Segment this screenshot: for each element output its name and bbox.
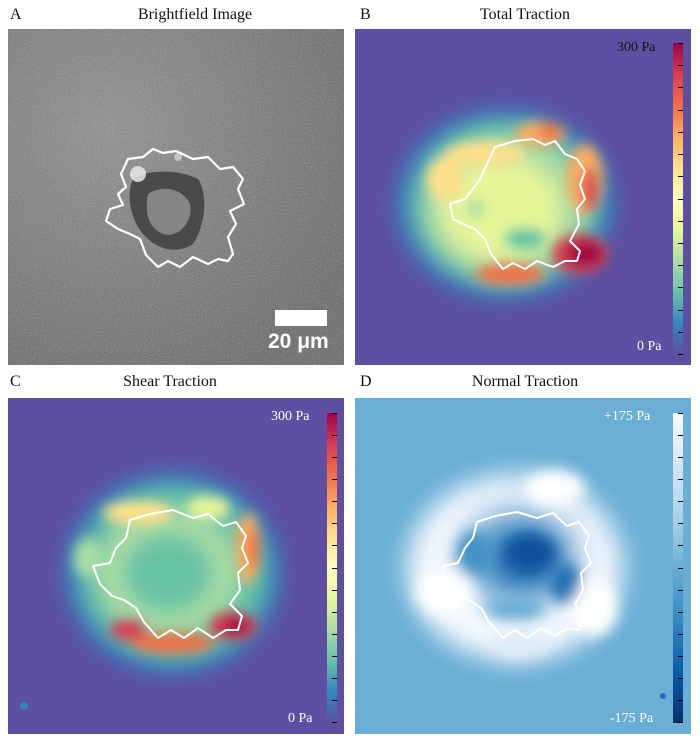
panel-b-title: Total Traction (480, 6, 570, 23)
colorbar-tick (678, 479, 683, 480)
normal-traction-map (355, 398, 691, 734)
colorbar-tick (678, 43, 683, 44)
shear-traction-colorbar (327, 413, 337, 723)
panel-c-title: Shear Traction (123, 373, 217, 390)
panel-b-letter: B (360, 6, 371, 23)
colorbar-tick (332, 700, 337, 701)
colorbar-tick (678, 568, 683, 569)
panel-d-title: Normal Traction (471, 373, 579, 390)
scale-bar-label: 20 μm (268, 330, 329, 353)
shear-traction-min-label: 0 Pa (288, 711, 313, 726)
colorbar-tick (678, 354, 683, 355)
colorbar-tick (332, 678, 337, 679)
colorbar-tick (678, 700, 683, 701)
total-traction-max-label: 300 Pa (617, 40, 656, 55)
normal-traction-colorbar (673, 413, 683, 723)
total-traction-min-label: 0 Pa (637, 339, 662, 354)
colorbar-tick (678, 199, 683, 200)
colorbar-tick (332, 612, 337, 613)
shear-traction-max-label: 300 Pa (271, 409, 310, 424)
colorbar-tick (332, 568, 337, 569)
colorbar-tick (678, 110, 683, 111)
colorbar-tick (678, 435, 683, 436)
colorbar-tick (678, 65, 683, 66)
colorbar-tick (678, 154, 683, 155)
panel-c-letter: C (10, 373, 21, 390)
panel-a-letter: A (10, 6, 22, 23)
cell-outline-a (104, 147, 246, 269)
colorbar-tick (678, 132, 683, 133)
colorbar-tick (678, 265, 683, 266)
total-traction-map (355, 29, 691, 365)
colorbar-tick (332, 413, 337, 414)
cell-outline-b (449, 138, 586, 270)
colorbar-tick (678, 457, 683, 458)
cell-body (129, 171, 205, 250)
colorbar-tick (678, 413, 683, 414)
shear-traction-map (8, 398, 344, 734)
colorbar-tick (678, 590, 683, 591)
normal-traction-min-label: -175 Pa (610, 711, 654, 726)
cell-outline-d (442, 511, 592, 639)
colorbar-tick (332, 590, 337, 591)
colorbar-tick (678, 501, 683, 502)
colorbar-tick (332, 523, 337, 524)
colorbar-tick (678, 722, 683, 723)
total-traction-colorbar (673, 43, 683, 355)
colorbar-tick (678, 243, 683, 244)
normal-traction-max-label: +175 Pa (604, 409, 651, 424)
colorbar-tick (332, 656, 337, 657)
colorbar-tick (332, 435, 337, 436)
colorbar-tick (678, 678, 683, 679)
colorbar-tick (332, 457, 337, 458)
colorbar-tick (678, 612, 683, 613)
panel-d-letter: D (360, 373, 372, 390)
colorbar-tick (678, 287, 683, 288)
colorbar-tick (332, 501, 337, 502)
colorbar-tick (332, 479, 337, 480)
colorbar-tick (332, 722, 337, 723)
colorbar-tick (678, 523, 683, 524)
colorbar-tick (332, 634, 337, 635)
colorbar-tick (678, 634, 683, 635)
panel-a-title: Brightfield Image (137, 6, 253, 23)
colorbar-tick (678, 221, 683, 222)
colorbar-tick (678, 87, 683, 88)
colorbar-tick (332, 545, 337, 546)
colorbar-tick (678, 176, 683, 177)
colorbar-tick (678, 545, 683, 546)
colorbar-tick (678, 656, 683, 657)
colorbar-tick (678, 310, 683, 311)
cell-outline-c (92, 509, 249, 639)
brightfield-image (8, 29, 344, 365)
colorbar-tick (678, 332, 683, 333)
scale-bar (275, 310, 327, 326)
